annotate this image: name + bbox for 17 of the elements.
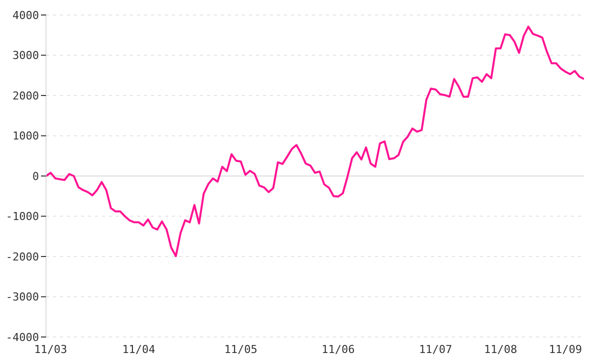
y-tick-label: -3000 xyxy=(6,290,39,304)
y-tick-label: 0 xyxy=(32,170,39,183)
y-tick-label: -4000 xyxy=(6,330,39,344)
y-tick-label: 3000 xyxy=(12,49,39,62)
line-series xyxy=(46,26,584,258)
y-tick-label: 4000 xyxy=(12,8,39,22)
y-tick-label: 2000 xyxy=(12,89,39,102)
x-tick-label: 11/07 xyxy=(419,342,452,356)
y-tick-label: -2000 xyxy=(6,250,39,264)
y-tick-label: -1000 xyxy=(6,210,39,224)
x-tick-label: 11/08 xyxy=(484,342,518,356)
y-tick-label: 1000 xyxy=(12,130,39,143)
x-tick-label: 11/05 xyxy=(224,342,258,356)
x-tick-label: 11/09 xyxy=(548,342,582,356)
x-tick-label: 11/04 xyxy=(122,342,156,356)
x-tick-label: 11/06 xyxy=(322,342,355,356)
x-tick-label: 11/03 xyxy=(34,342,68,356)
